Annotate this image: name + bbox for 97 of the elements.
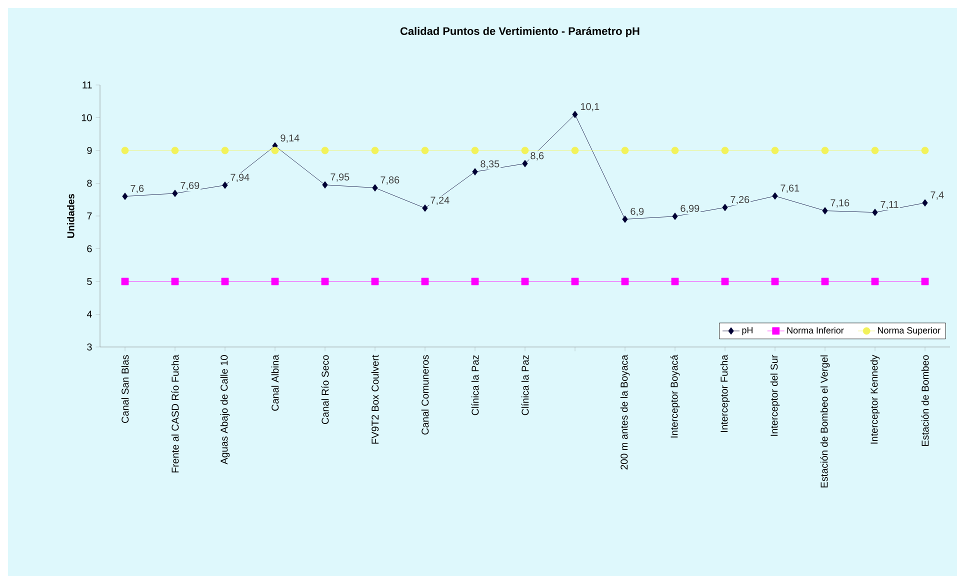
x-tick-label: Estación de Bombeo el Vergel [820,355,830,488]
point [671,146,679,154]
x-tick-label: Canal Comuneros [421,355,429,435]
data-label: 7,94 [230,174,250,182]
x-tick-label: Interceptor Kennedy [870,354,880,444]
legend-label: pH [742,327,752,336]
data-label: 9,14 [280,134,300,143]
x-tick-label: FV9T2 Box Coulvert [371,354,379,444]
x-tick-label: Interceptor Boyacá [670,354,680,438]
y-tick-label: 10 [82,114,92,122]
point [321,146,329,154]
data-label: 7,24 [430,196,450,205]
x-tick-label: Estación de Bombeo [921,355,929,446]
data-label: 7,61 [780,184,800,193]
data-label: 6,99 [680,204,700,214]
point [171,278,179,286]
data-label: 7,69 [180,182,200,190]
point [921,146,929,154]
point [871,146,879,154]
y-tick-label: 11 [82,82,92,88]
point [721,146,729,154]
point [472,168,478,176]
point [271,278,279,286]
point [672,212,678,220]
point [172,190,178,198]
point [921,278,929,286]
legend-label: Norma Superior [878,326,940,336]
x-tick-label: Canal Río Seco [321,355,329,424]
point [371,278,379,286]
point [922,199,928,207]
data-label: 8,6 [530,152,544,160]
y-tick-label: 3 [87,343,92,351]
point [671,278,679,286]
point [571,278,579,286]
point [121,278,129,286]
point [471,146,479,154]
point [121,146,129,154]
point [171,146,179,154]
point [521,278,529,286]
y-tick-label: 7 [87,212,92,220]
point [522,160,528,168]
point [821,146,829,154]
point [222,182,228,189]
data-label: 7,6 [130,184,144,194]
point [421,146,429,154]
point [871,278,879,286]
data-label: 7,86 [380,176,400,185]
x-tick-label: Clínica la Paz [521,355,529,416]
data-label: 6,9 [630,208,644,216]
y-tick-label: 5 [87,278,92,285]
point [621,278,629,286]
point [321,278,329,286]
x-tick-label: Interceptor del Sur [770,354,780,436]
y-tick-label: 6 [87,245,92,252]
x-tick-label: Canal San Blas [121,355,129,423]
point [322,181,328,189]
x-tick-label: Aguas Abajo de Calle 10 [220,355,230,464]
point [421,278,429,286]
point [422,204,428,212]
data-label: 7,95 [330,173,350,182]
x-tick-label: Canal Albina [271,354,279,411]
x-tick-label: Clínica la Paz [471,355,479,416]
point [521,146,529,154]
data-label: 7,16 [830,199,850,208]
point [572,110,578,118]
point [722,204,728,212]
y-tick-label: 8 [87,180,92,187]
x-tick-label: Interceptor Fucha [720,354,730,432]
point [271,146,279,154]
point [771,278,779,286]
point [122,192,128,200]
x-tick-label: 200 m antes de la Boyaca [620,354,630,470]
y-tick-label: 4 [86,310,92,318]
y-tick-label: 9 [87,146,92,154]
data-label: 7,4 [930,192,944,200]
point [721,278,729,286]
point [471,278,479,286]
chart-title: Calidad Puntos de Vertimiento - Parámetro pH [400,26,640,38]
point [772,192,778,200]
point [621,146,629,154]
legend-label: Norma Inferior [787,326,844,334]
data-label: 7,26 [730,196,750,204]
point [571,146,579,154]
data-label: 10,1 [580,103,600,112]
point [221,146,229,154]
point [822,207,828,214]
point [821,278,829,286]
point [622,216,628,223]
point [371,146,379,154]
data-label: 8,35 [480,160,500,169]
data-label: 7,11 [880,201,898,210]
point [372,184,378,192]
point [221,278,229,286]
y-axis-title: Unidades [67,194,74,238]
point [771,146,779,154]
point [872,208,878,216]
x-tick-label: Frente al CASD Río Fucha [171,354,179,472]
